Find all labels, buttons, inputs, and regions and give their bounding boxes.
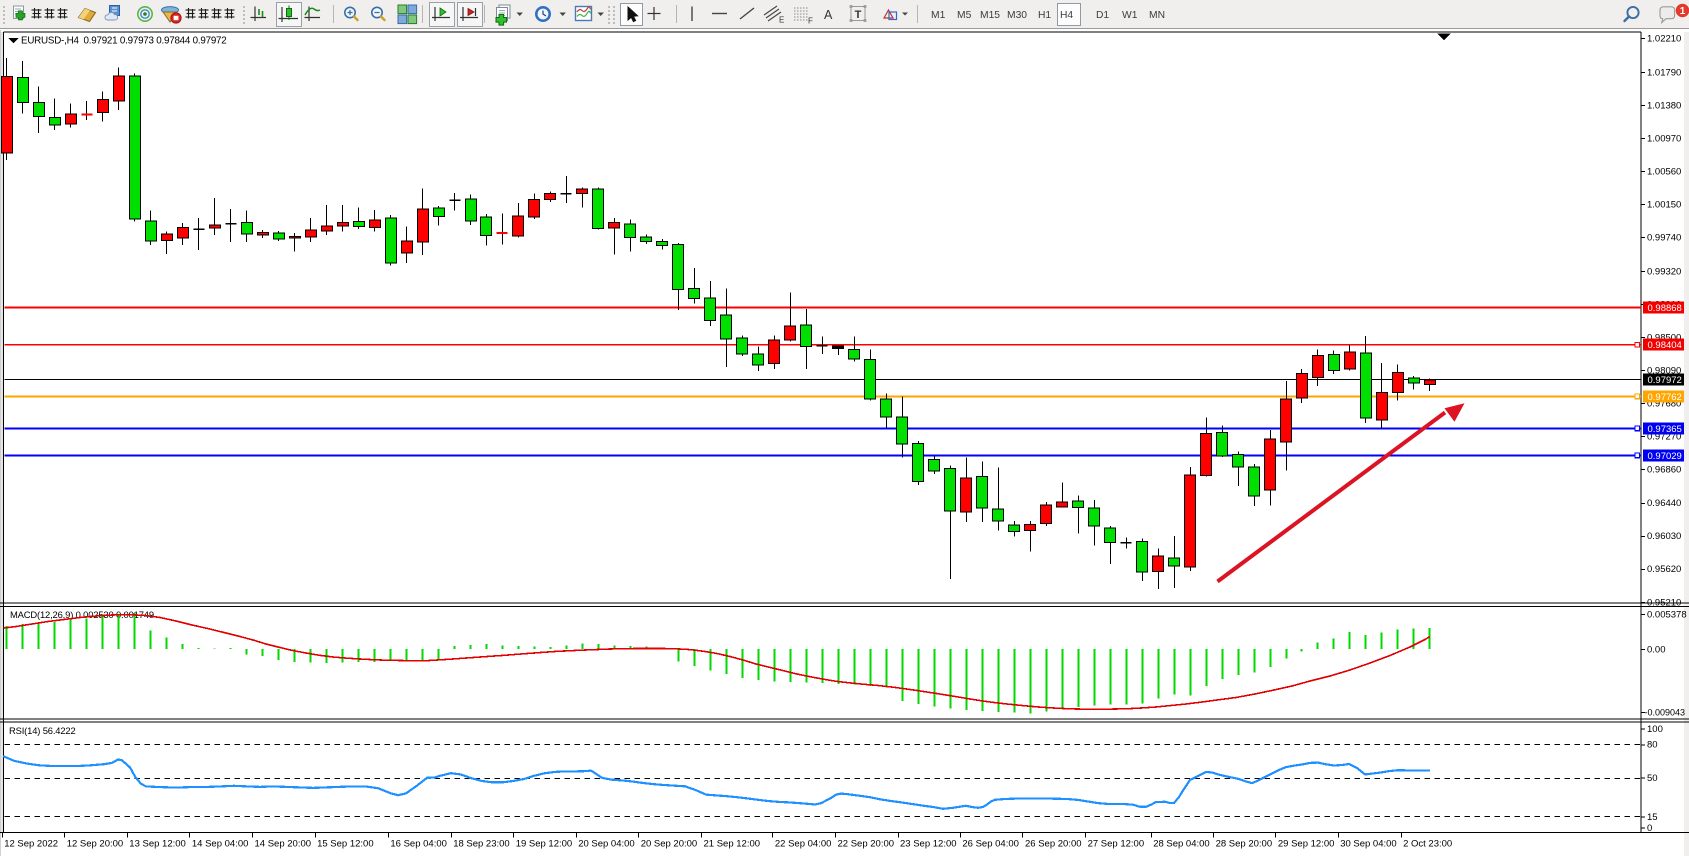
svg-text:W1: W1 — [1122, 10, 1138, 21]
svg-text:0.97762: 0.97762 — [1648, 392, 1682, 403]
svg-text:16 Sep 04:00: 16 Sep 04:00 — [390, 839, 447, 850]
svg-text:27 Sep 12:00: 27 Sep 12:00 — [1088, 839, 1145, 850]
svg-text:EURUSD-,H4: EURUSD-,H4 — [21, 36, 79, 47]
svg-text:0.96860: 0.96860 — [1647, 464, 1681, 475]
svg-text:1: 1 — [1680, 6, 1686, 17]
svg-text:12 Sep 2022: 12 Sep 2022 — [4, 839, 58, 850]
svg-text:21 Sep 12:00: 21 Sep 12:00 — [704, 839, 761, 850]
svg-text:14 Sep 04:00: 14 Sep 04:00 — [192, 839, 249, 850]
svg-text:0.95620: 0.95620 — [1647, 564, 1681, 575]
svg-text:0.97972: 0.97972 — [1648, 375, 1682, 386]
svg-text:28 Sep 04:00: 28 Sep 04:00 — [1153, 839, 1210, 850]
svg-text:22 Sep 04:00: 22 Sep 04:00 — [775, 839, 832, 850]
svg-text:18 Sep 23:00: 18 Sep 23:00 — [453, 839, 510, 850]
svg-text:MACD(12,26,9) 0.002530 0.00174: MACD(12,26,9) 0.002530 0.001749 — [10, 609, 154, 620]
svg-text:14 Sep 20:00: 14 Sep 20:00 — [255, 839, 312, 850]
svg-text:F: F — [808, 17, 813, 26]
svg-text:1.01380: 1.01380 — [1647, 101, 1681, 112]
svg-text:MN: MN — [1149, 10, 1165, 21]
svg-text:D1: D1 — [1096, 10, 1109, 21]
svg-text:0.98868: 0.98868 — [1648, 303, 1682, 314]
svg-text:0.97680: 0.97680 — [1647, 398, 1681, 409]
svg-text:20 Sep 04:00: 20 Sep 04:00 — [578, 839, 635, 850]
svg-text:M1: M1 — [931, 10, 946, 21]
svg-text:23 Sep 12:00: 23 Sep 12:00 — [900, 839, 957, 850]
svg-text:1.02210: 1.02210 — [1647, 34, 1681, 45]
svg-text:0.95210: 0.95210 — [1647, 597, 1681, 608]
svg-text:E: E — [779, 16, 784, 25]
svg-text:0.97270: 0.97270 — [1647, 431, 1681, 442]
svg-text:20 Sep 20:00: 20 Sep 20:00 — [641, 839, 698, 850]
svg-text:26 Sep 20:00: 26 Sep 20:00 — [1025, 839, 1082, 850]
svg-text:13 Sep 12:00: 13 Sep 12:00 — [129, 839, 186, 850]
svg-text:1.00560: 1.00560 — [1647, 167, 1681, 178]
svg-text:15: 15 — [1647, 812, 1658, 823]
svg-text:M15: M15 — [980, 10, 1000, 21]
svg-text:12 Sep 20:00: 12 Sep 20:00 — [67, 839, 124, 850]
svg-text:80: 80 — [1647, 740, 1658, 751]
svg-text:19 Sep 12:00: 19 Sep 12:00 — [516, 839, 573, 850]
svg-text:T: T — [855, 9, 862, 21]
svg-text:RSI(14) 56.4222: RSI(14) 56.4222 — [9, 725, 76, 736]
svg-text:0.96440: 0.96440 — [1647, 498, 1681, 509]
svg-text:29 Sep 12:00: 29 Sep 12:00 — [1278, 839, 1335, 850]
svg-text:A: A — [824, 8, 833, 22]
svg-text:0.96030: 0.96030 — [1647, 531, 1681, 542]
svg-text:0.005378: 0.005378 — [1647, 609, 1687, 620]
svg-text:28 Sep 20:00: 28 Sep 20:00 — [1216, 839, 1273, 850]
svg-text:0: 0 — [1647, 823, 1652, 834]
svg-text:0.98500: 0.98500 — [1647, 332, 1681, 343]
svg-text:22 Sep 20:00: 22 Sep 20:00 — [838, 839, 895, 850]
svg-text:M30: M30 — [1007, 10, 1027, 21]
svg-text:0.97365: 0.97365 — [1648, 424, 1682, 435]
svg-text:100: 100 — [1647, 724, 1663, 735]
svg-text:0.99320: 0.99320 — [1647, 266, 1681, 277]
svg-text:1.01790: 1.01790 — [1647, 68, 1681, 79]
svg-text:-0.009043: -0.009043 — [1645, 707, 1686, 717]
svg-text:H1: H1 — [1038, 10, 1051, 21]
svg-text:30 Sep 04:00: 30 Sep 04:00 — [1340, 839, 1397, 850]
svg-text:50: 50 — [1647, 773, 1658, 784]
svg-text:2 Oct 23:00: 2 Oct 23:00 — [1403, 839, 1452, 850]
svg-text:0.99740: 0.99740 — [1647, 233, 1681, 244]
svg-text:0.97921 0.97973 0.97844 0.9797: 0.97921 0.97973 0.97844 0.97972 — [84, 36, 227, 47]
svg-text:1.00970: 1.00970 — [1647, 134, 1681, 145]
svg-text:0.98090: 0.98090 — [1647, 365, 1681, 376]
svg-text:0.00: 0.00 — [1647, 644, 1666, 655]
svg-text:0.97029: 0.97029 — [1648, 451, 1682, 462]
svg-text:M5: M5 — [957, 10, 972, 21]
svg-text:0.98404: 0.98404 — [1648, 340, 1682, 351]
svg-text:26 Sep 04:00: 26 Sep 04:00 — [962, 839, 1019, 850]
svg-text:1.00150: 1.00150 — [1647, 200, 1681, 211]
svg-text:H4: H4 — [1060, 10, 1073, 21]
svg-text:15 Sep 12:00: 15 Sep 12:00 — [317, 839, 374, 850]
